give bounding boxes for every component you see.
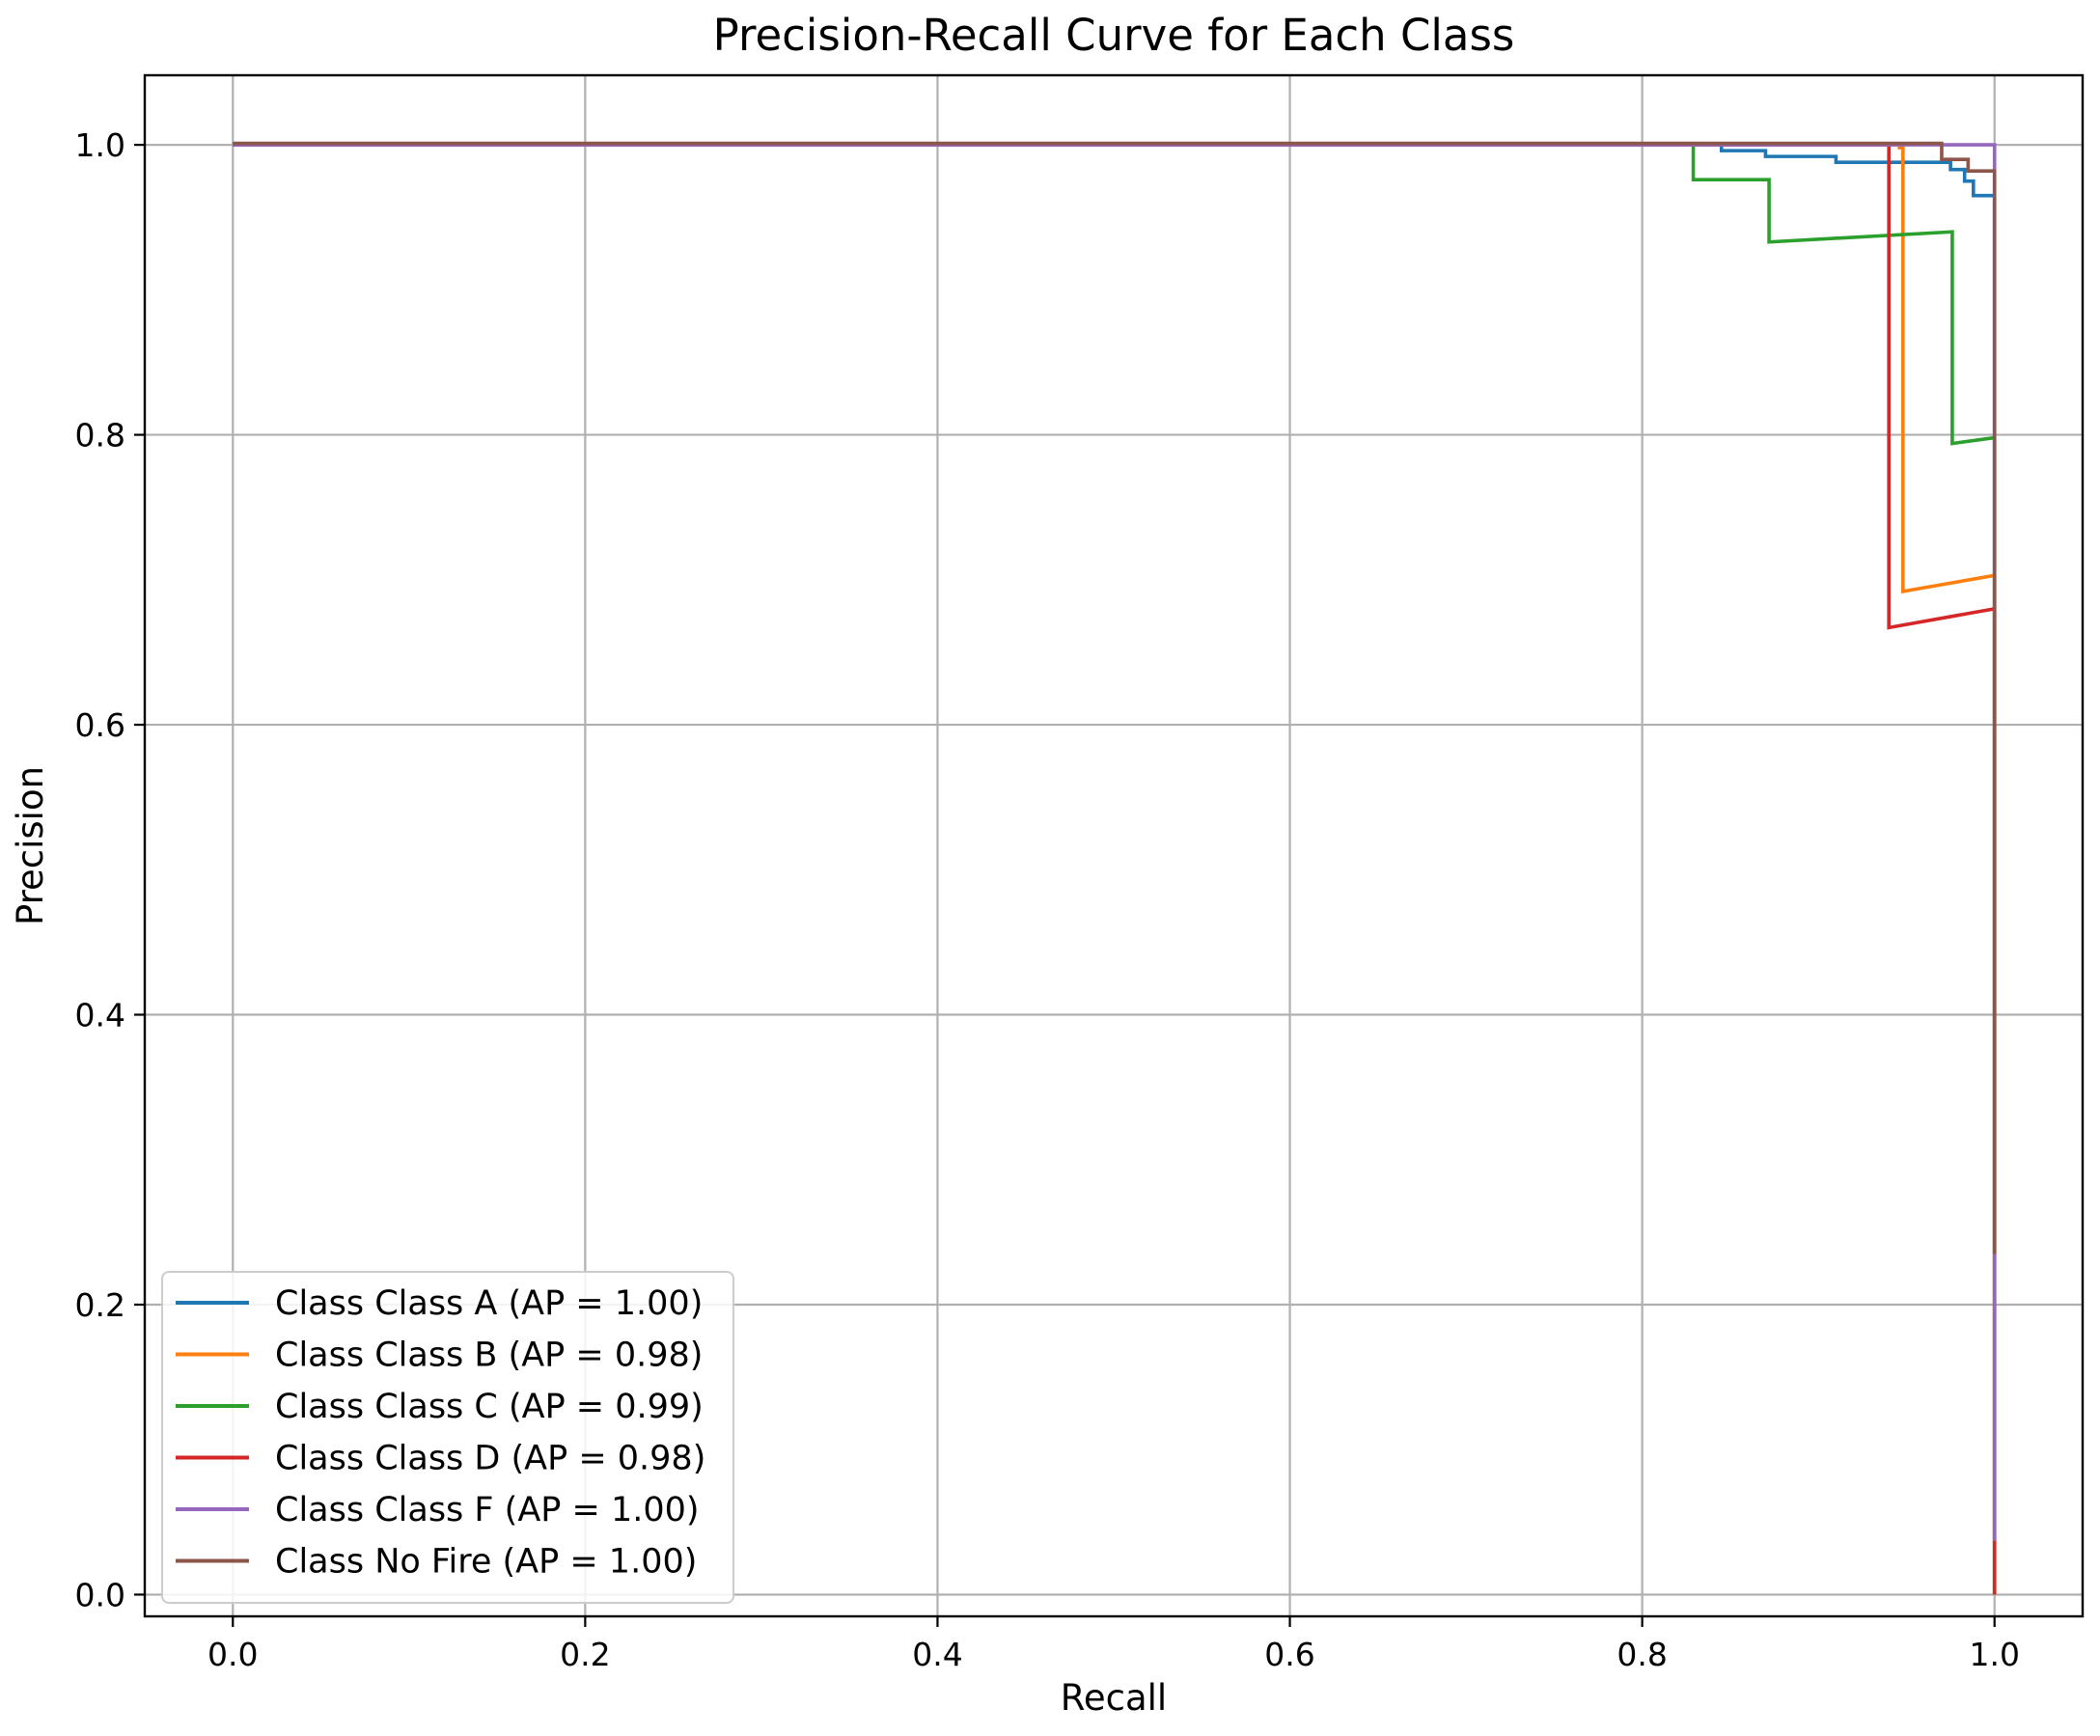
y-tick-label-3: 0.6 xyxy=(75,706,125,744)
x-tick-label-3: 0.6 xyxy=(1264,1636,1314,1673)
legend-box xyxy=(161,1271,734,1604)
x-tick-label-1: 0.2 xyxy=(560,1636,610,1673)
legend-label-2: Class Class C (AP = 0.99) xyxy=(275,1388,704,1426)
legend-label-0: Class Class A (AP = 1.00) xyxy=(275,1284,703,1323)
legend-label-3: Class Class D (AP = 0.98) xyxy=(275,1440,705,1478)
x-tick-label-5: 1.0 xyxy=(1969,1636,2019,1673)
series-line-2 xyxy=(233,143,1997,1595)
y-tick-label-1: 0.2 xyxy=(75,1286,125,1324)
axis-ticks: 0.0 0.2 0.4 0.6 0.8 1.0 0.0 0.2 0.4 0.6 0.8 1.0 xyxy=(75,126,2020,1673)
series-lines xyxy=(233,141,1997,1595)
y-tick-label-5: 1.0 xyxy=(75,126,125,164)
y-tick-label-4: 0.8 xyxy=(75,417,125,455)
y-tick-label-0: 0.0 xyxy=(75,1576,125,1613)
chart-title: Precision-Recall Curve for Each Class xyxy=(713,10,1515,61)
legend-label-5: Class No Fire (AP = 1.00) xyxy=(275,1543,697,1582)
legend: Class Class A (AP = 1.00) Class Class B (… xyxy=(161,1271,734,1604)
series-line-0 xyxy=(233,143,1997,1595)
x-tick-label-0: 0.0 xyxy=(207,1636,258,1673)
x-tick-label-2: 0.4 xyxy=(912,1636,962,1673)
series-line-5 xyxy=(233,141,1997,1254)
x-tick-label-4: 0.8 xyxy=(1616,1636,1667,1673)
y-axis-label: Precision xyxy=(10,766,51,925)
y-tick-label-2: 0.4 xyxy=(75,997,125,1034)
legend-label-4: Class Class F (AP = 1.00) xyxy=(275,1491,700,1529)
x-axis-label: Recall xyxy=(1061,1677,1167,1719)
legend-label-1: Class Class B (AP = 0.98) xyxy=(275,1336,703,1375)
plot-frame xyxy=(143,73,2085,1618)
